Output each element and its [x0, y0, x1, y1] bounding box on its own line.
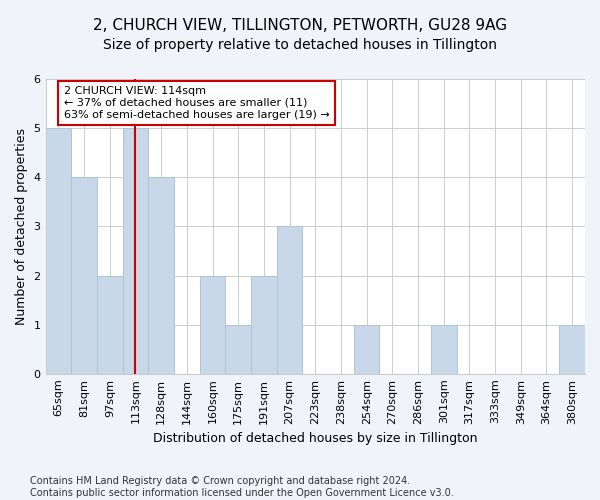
Bar	[46, 128, 71, 374]
Text: 2, CHURCH VIEW, TILLINGTON, PETWORTH, GU28 9AG: 2, CHURCH VIEW, TILLINGTON, PETWORTH, GU…	[93, 18, 507, 32]
Bar	[97, 276, 122, 374]
Bar	[71, 178, 97, 374]
Bar	[431, 324, 457, 374]
Bar	[277, 226, 302, 374]
Bar	[559, 324, 585, 374]
Bar	[122, 128, 148, 374]
Text: 2 CHURCH VIEW: 114sqm
← 37% of detached houses are smaller (11)
63% of semi-deta: 2 CHURCH VIEW: 114sqm ← 37% of detached …	[64, 86, 329, 120]
Text: Contains HM Land Registry data © Crown copyright and database right 2024.
Contai: Contains HM Land Registry data © Crown c…	[30, 476, 454, 498]
Bar	[251, 276, 277, 374]
Text: Size of property relative to detached houses in Tillington: Size of property relative to detached ho…	[103, 38, 497, 52]
Y-axis label: Number of detached properties: Number of detached properties	[15, 128, 28, 325]
Bar	[354, 324, 379, 374]
Bar	[226, 324, 251, 374]
X-axis label: Distribution of detached houses by size in Tillington: Distribution of detached houses by size …	[153, 432, 478, 445]
Bar	[148, 178, 174, 374]
Bar	[200, 276, 226, 374]
